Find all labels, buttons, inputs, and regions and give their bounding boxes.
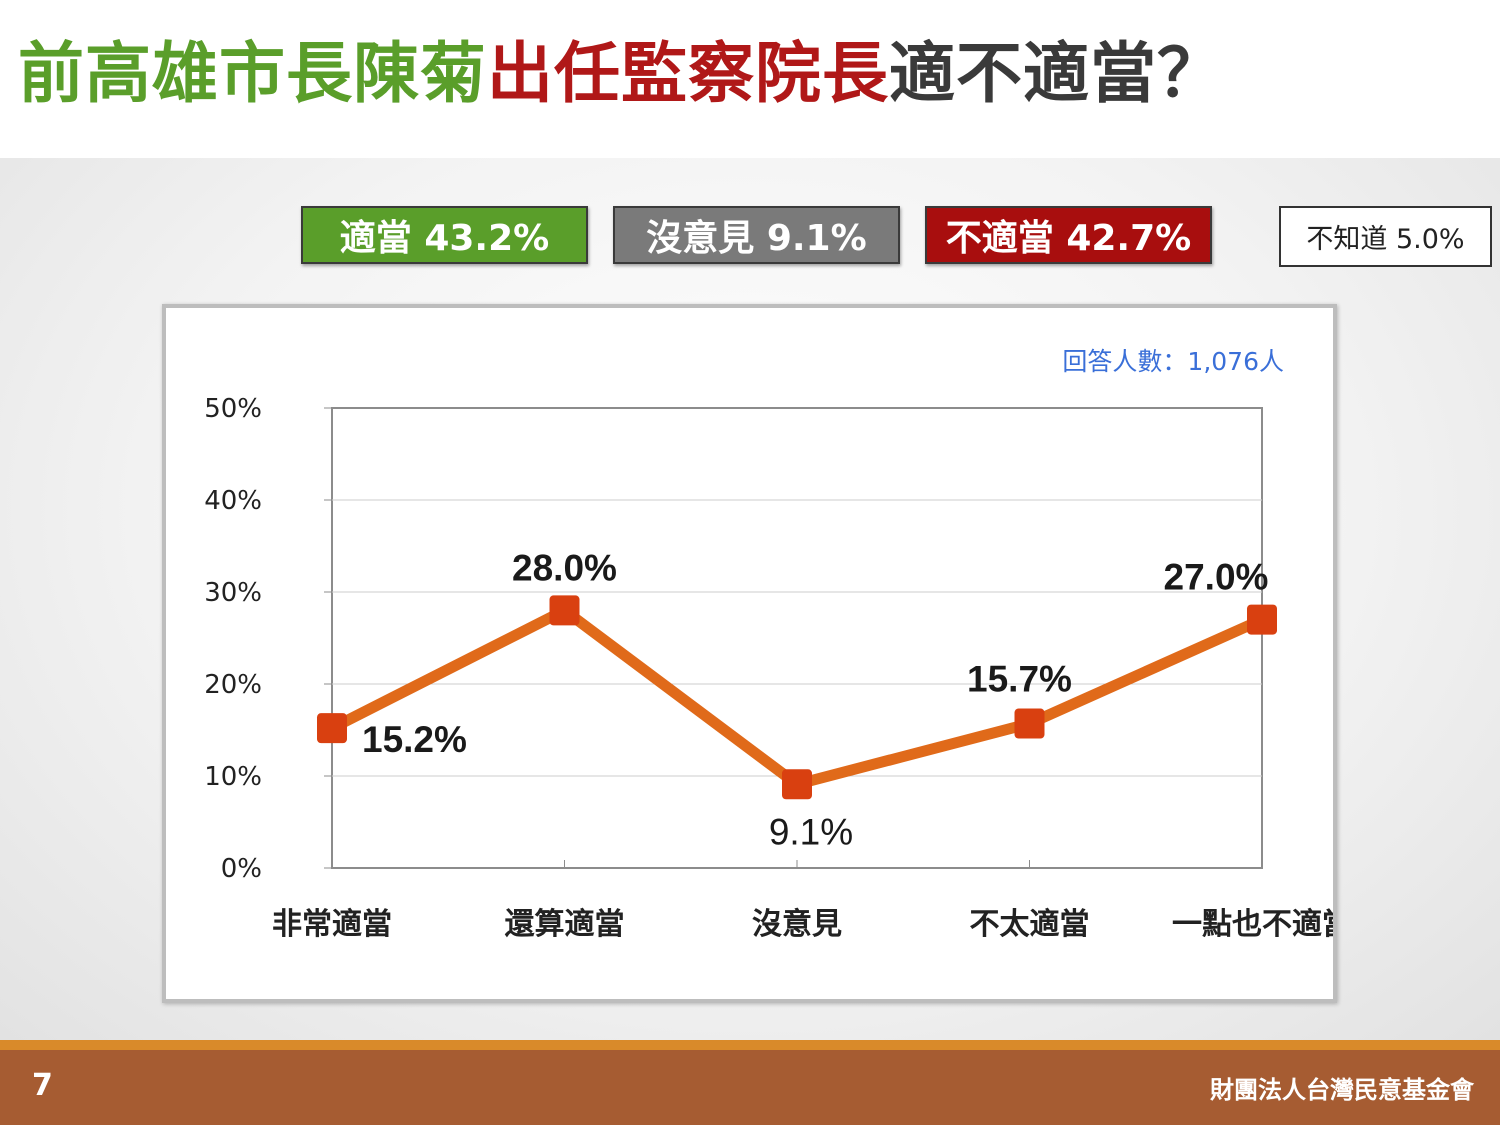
title-part-subject: 前高雄市長陳菊 (18, 35, 487, 112)
y-tick-label: 50% (204, 394, 262, 424)
footer-stripe (0, 1040, 1500, 1050)
y-tick-label: 30% (204, 578, 262, 608)
organization-name: 財團法人台灣民意基金會 (1210, 1076, 1474, 1104)
data-point-marker (549, 595, 580, 626)
y-tick-label: 10% (204, 762, 262, 792)
data-label: 27.0% (1164, 557, 1269, 598)
x-category-label: 不太適當 (970, 907, 1090, 942)
title-part-position: 出任監察院長 (487, 35, 889, 112)
data-label: 9.1% (769, 811, 853, 852)
chart-frame: 回答人數：1,076人 0% 10% 20% 30% 40% 50% 非常適當 還算適當 沒意見 不… (162, 304, 1337, 1003)
title-bar: 前高雄市長陳菊出任監察院長適不適當？ (0, 0, 1500, 158)
legend-inappropriate: 不適當 42.7% (925, 206, 1212, 264)
respondent-count: 回答人數：1,076人 (1062, 347, 1284, 376)
line-chart: 回答人數：1,076人 0% 10% 20% 30% 40% 50% 非常適當 還算適當 沒意見 不… (204, 347, 1333, 942)
data-point-marker (1014, 708, 1045, 739)
footer-bar (0, 1050, 1500, 1125)
data-point-marker (782, 769, 812, 800)
page-number: 7 (32, 1068, 53, 1103)
y-tick-label: 40% (204, 486, 262, 516)
x-category-label: 沒意見 (752, 907, 842, 942)
y-tick-label: 0% (221, 854, 262, 884)
page-title: 前高雄市長陳菊出任監察院長適不適當？ (18, 35, 1224, 112)
data-point-marker (1247, 604, 1277, 635)
data-point-marker (317, 713, 347, 744)
data-label: 15.7% (967, 659, 1072, 700)
series-line (326, 604, 1268, 790)
x-category-label: 一點也不適當 (1172, 907, 1333, 942)
legend-appropriate: 適當 43.2% (301, 206, 588, 264)
legend-dont-know: 不知道 5.0% (1279, 206, 1492, 267)
y-tick-label: 20% (204, 670, 262, 700)
data-label: 28.0% (512, 547, 617, 588)
x-category-label: 非常適當 (272, 907, 392, 942)
x-category-label: 還算適當 (505, 907, 625, 942)
title-part-question: 適不適當？ (889, 35, 1224, 112)
data-label: 15.2% (362, 719, 467, 760)
legend-no-opinion: 沒意見 9.1% (613, 206, 900, 264)
